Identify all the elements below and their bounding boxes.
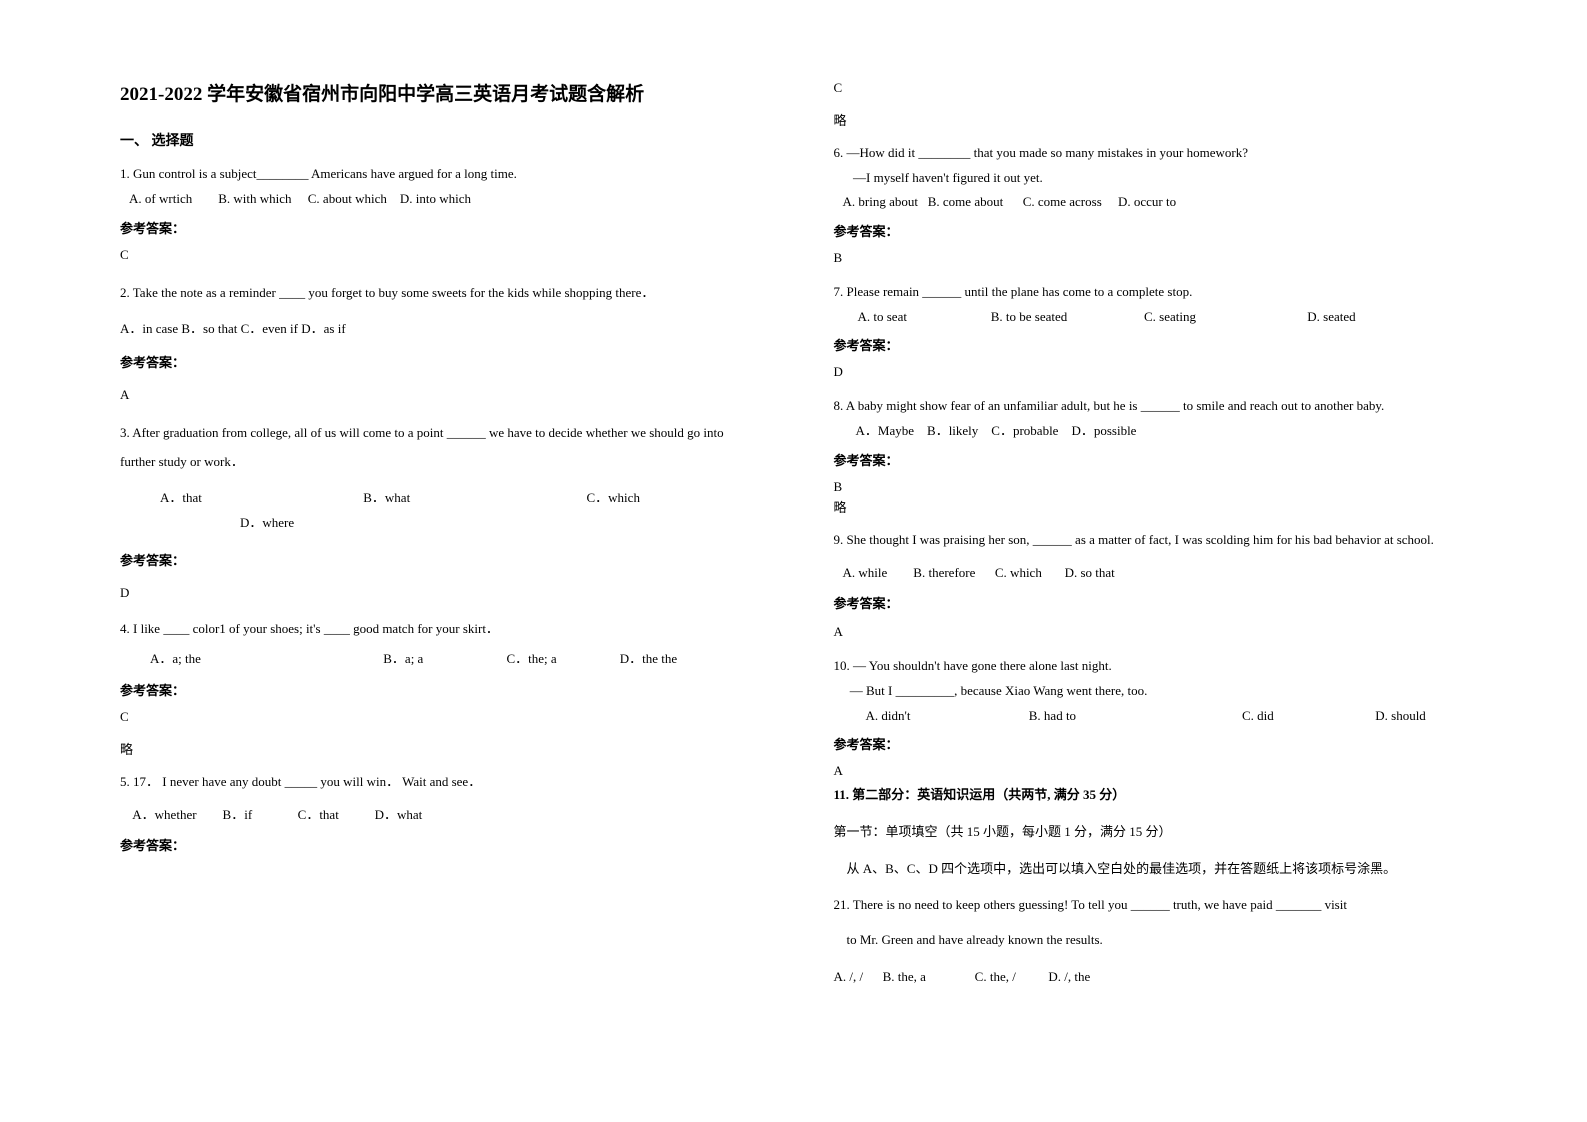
q1-answer: C: [120, 247, 754, 263]
q10-opt-a: A. didn't: [866, 704, 1026, 729]
question-9: 9. She thought I was praising her son, _…: [834, 528, 1468, 585]
q4-options: A．a; the B．a; a C．the; a D．the the: [120, 647, 754, 672]
q11-sub2: 从 A、B、C、D 四个选项中，选出可以填入空白处的最佳选项，并在答题纸上将该项…: [834, 857, 1468, 882]
q6-answer: B: [834, 250, 1468, 266]
q5-answer: C: [834, 80, 1468, 96]
question-3: 3. After graduation from college, all of…: [120, 419, 754, 476]
question-5: 5. 17． I never have any doubt _____ you …: [120, 770, 754, 795]
q3-text: 3. After graduation from college, all of…: [120, 419, 754, 476]
q4-opt-d: D．the the: [620, 651, 677, 666]
q3-opt-d: D．where: [240, 515, 294, 530]
question-10: 10. — You shouldn't have gone there alon…: [834, 654, 1468, 728]
q10-opt-c: C. did: [1242, 704, 1372, 729]
q7-options: A. to seat B. to be seated C. seating D.…: [834, 305, 1468, 330]
q11-header: 11. 第二部分：英语知识运用（共两节, 满分 35 分）: [834, 783, 1468, 808]
q2-answer: A: [120, 387, 754, 403]
q4-note: 略: [120, 739, 754, 758]
q7-answer-label: 参考答案：: [834, 335, 1468, 354]
q7-opt-b: B. to be seated: [991, 305, 1141, 330]
q7-opt-a: A. to seat: [858, 305, 988, 330]
section-1-header: 一、 选择题: [120, 130, 754, 150]
q4-answer: C: [120, 709, 754, 725]
question-4: 4. I like ____ color1 of your shoes; it'…: [120, 617, 754, 642]
q8-options: A．Maybe B．likely C．probable D．possible: [834, 419, 1468, 444]
q9-options: A. while B. therefore C. which D. so tha…: [834, 561, 1468, 586]
q2-answer-label: 参考答案：: [120, 352, 754, 371]
q6-answer-label: 参考答案：: [834, 221, 1468, 240]
q10-opt-d: D. should: [1375, 708, 1426, 723]
q10-opt-b: B. had to: [1029, 704, 1239, 729]
q10-answer: A: [834, 763, 1468, 779]
q2-text: 2. Take the note as a reminder ____ you …: [120, 279, 754, 308]
exam-title: 2021-2022 学年安徽省宿州市向阳中学高三英语月考试题含解析: [120, 80, 754, 110]
question-1: 1. Gun control is a subject________ Amer…: [120, 162, 754, 211]
q4-answer-label: 参考答案：: [120, 680, 754, 699]
q11-sub1: 第一节：单项填空（共 15 小题，每小题 1 分，满分 15 分）: [834, 820, 1468, 845]
q3-opt-c: C．which: [587, 490, 640, 505]
q7-text: 7. Please remain ______ until the plane …: [834, 280, 1468, 305]
question-11: 11. 第二部分：英语知识运用（共两节, 满分 35 分） 第一节：单项填空（共…: [834, 783, 1468, 989]
q3-opt-b: B．what: [363, 486, 583, 511]
q6-options: A. bring about B. come about C. come acr…: [834, 190, 1468, 215]
q2-options: A．in case B．so that C．even if D．as if: [120, 317, 754, 342]
question-7: 7. Please remain ______ until the plane …: [834, 280, 1468, 329]
q6-line2: —I myself haven't figured it out yet.: [834, 166, 1468, 191]
q4-opt-b: B．a; a: [383, 647, 503, 672]
question-2: 2. Take the note as a reminder ____ you …: [120, 279, 754, 308]
q10-answer-label: 参考答案：: [834, 734, 1468, 753]
q1-text: 1. Gun control is a subject________ Amer…: [120, 162, 754, 187]
q9-answer: A: [834, 624, 1468, 640]
q9-text: 9. She thought I was praising her son, _…: [834, 528, 1468, 553]
q8-text: 8. A baby might show fear of an unfamili…: [834, 394, 1468, 419]
q21-options: A. /, / B. the, a C. the, / D. /, the: [834, 965, 1468, 990]
q5-options: A．whether B．if C．that D．what: [120, 803, 754, 828]
q7-answer: D: [834, 364, 1468, 380]
q8-answer: B: [834, 479, 1468, 495]
q1-answer-label: 参考答案：: [120, 218, 754, 237]
q3-opt-a: A．that: [160, 486, 360, 511]
right-column: C 略 6. —How did it ________ that you mad…: [794, 80, 1488, 1092]
q1-options: A. of wrtich B. with which C. about whic…: [120, 187, 754, 212]
q7-opt-c: C. seating: [1144, 305, 1304, 330]
q7-opt-d: D. seated: [1307, 309, 1355, 324]
q4-text: 4. I like ____ color1 of your shoes; it'…: [120, 617, 754, 642]
q10-line2: — But I _________, because Xiao Wang wen…: [834, 679, 1468, 704]
q4-opt-c: C．the; a: [507, 647, 617, 672]
q3-options-row1: A．that B．what C．which: [120, 486, 754, 511]
q9-answer-label: 参考答案：: [834, 593, 1468, 612]
q4-opt-a: A．a; the: [150, 647, 380, 672]
question-6: 6. —How did it ________ that you made so…: [834, 141, 1468, 215]
left-column: 2021-2022 学年安徽省宿州市向阳中学高三英语月考试题含解析 一、 选择题…: [100, 80, 794, 1092]
q8-answer-label: 参考答案：: [834, 450, 1468, 469]
q10-options: A. didn't B. had to C. did D. should: [834, 704, 1468, 729]
q21-text-b: to Mr. Green and have already known the …: [834, 928, 1468, 953]
q3-answer: D: [120, 585, 754, 601]
q5-text: 5. 17． I never have any doubt _____ you …: [120, 770, 754, 795]
q10-text: 10. — You shouldn't have gone there alon…: [834, 654, 1468, 679]
q6-text: 6. —How did it ________ that you made so…: [834, 141, 1468, 166]
q5-note: 略: [834, 110, 1468, 129]
q3-options-row2: D．where: [120, 511, 754, 536]
q5-answer-label: 参考答案：: [120, 835, 754, 854]
question-8: 8. A baby might show fear of an unfamili…: [834, 394, 1468, 443]
q3-answer-label: 参考答案：: [120, 550, 754, 569]
q21-text: 21. There is no need to keep others gues…: [834, 893, 1468, 918]
q8-note: 略: [834, 497, 1468, 516]
